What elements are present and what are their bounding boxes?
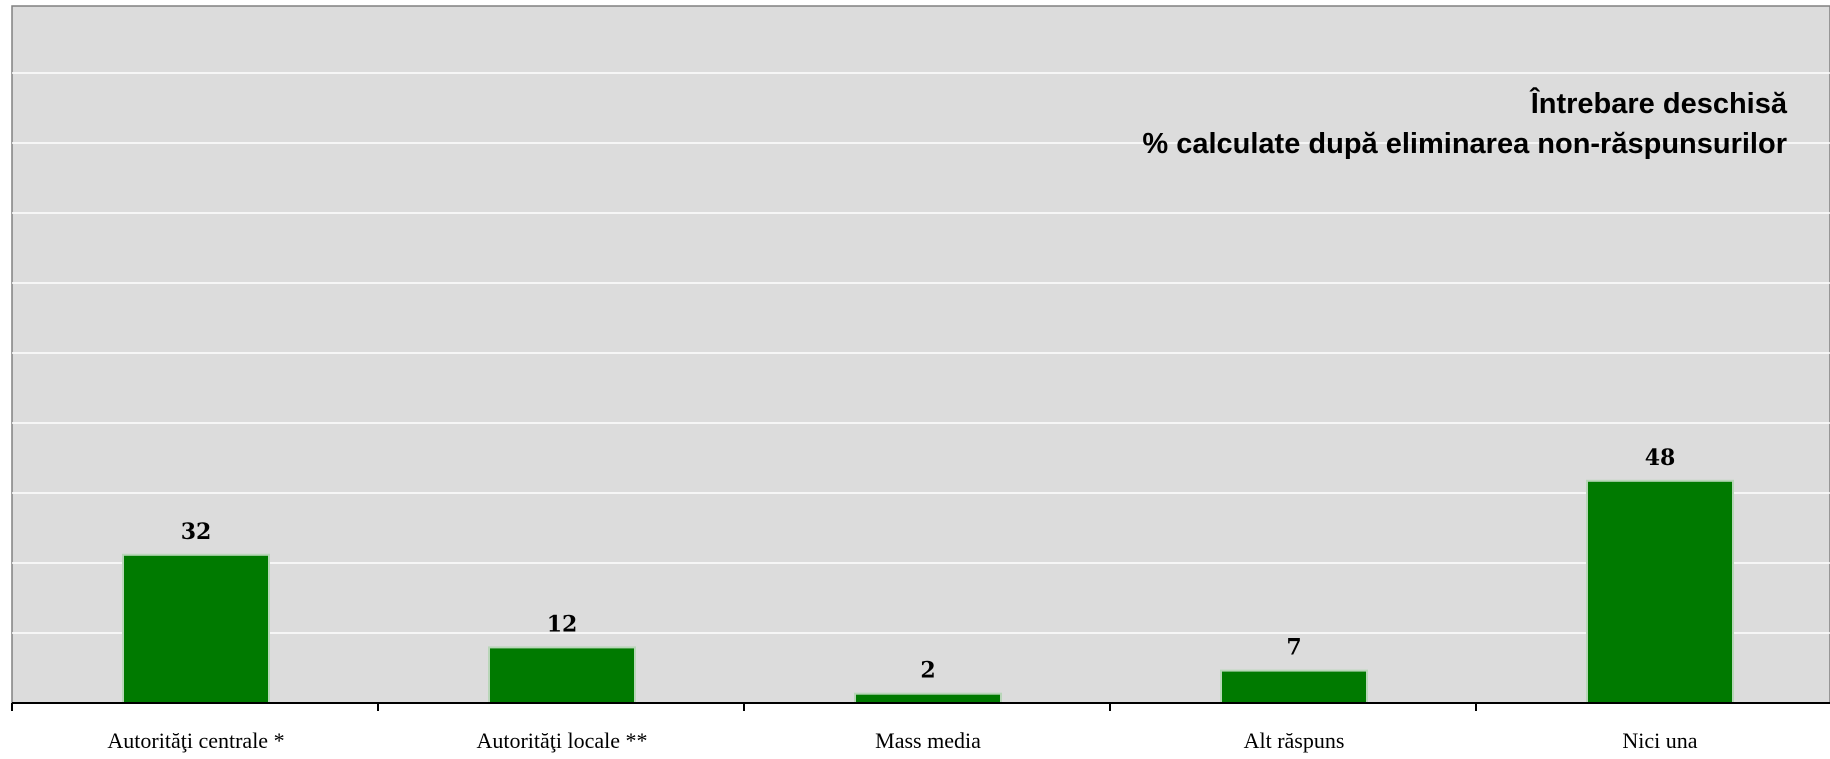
bar-3 [854,692,1002,705]
category-label: Autorităţi centrale * [107,728,284,753]
gridlines [12,72,1830,634]
category-label: Mass media [875,728,981,753]
category-labels: Autorităţi centrale * Autorităţi locale *… [107,728,1697,753]
value-label: 48 [1645,445,1676,471]
chart-note-percent-calculation: % calculate după eliminarea non-răspunsu… [1142,128,1787,160]
value-label: 2 [920,658,935,684]
bar-4 [1220,669,1368,704]
bar-2 [488,646,636,705]
plot-area [11,5,1830,704]
category-label: Nici una [1622,728,1697,753]
value-label: 7 [1286,635,1301,661]
value-labels: 32 12 2 7 48 [181,445,1676,684]
category-label: Autorităţi locale ** [476,728,647,753]
value-label: 32 [181,519,212,545]
category-label: Alt răspuns [1244,728,1345,753]
x-axis [11,702,1830,711]
bars [122,479,1734,705]
chart-note-open-question: Întrebare deschisă [1529,86,1788,120]
bar-5 [1586,479,1734,704]
value-label: 12 [547,611,578,637]
bar-1 [122,553,270,704]
